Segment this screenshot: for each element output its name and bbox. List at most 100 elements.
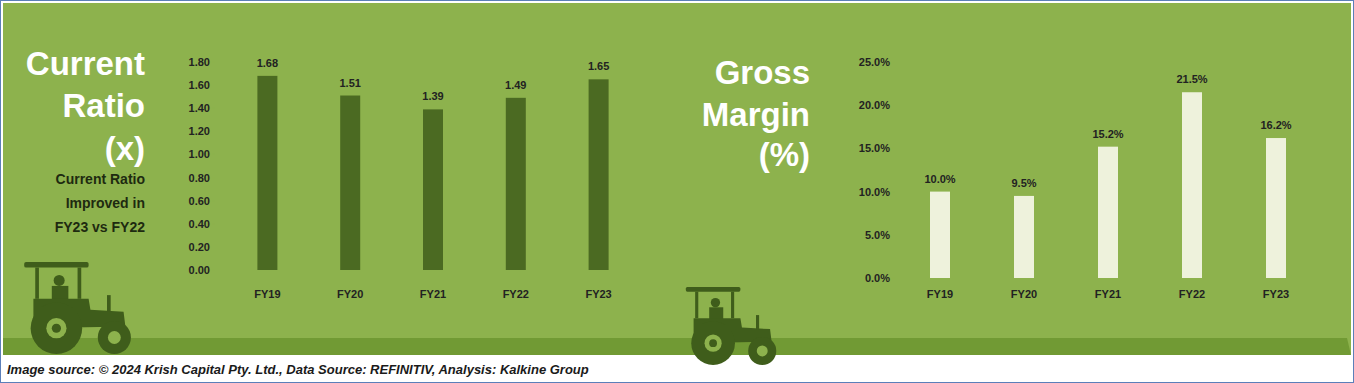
y-tick-label: 15.0% bbox=[859, 142, 890, 154]
data-label: 1.51 bbox=[339, 77, 360, 89]
tractor-roof bbox=[686, 287, 741, 292]
title: (x) bbox=[105, 130, 145, 167]
data-label: 21.5% bbox=[1176, 73, 1207, 85]
data-label: 10.0% bbox=[924, 173, 955, 185]
title: Current bbox=[26, 45, 145, 82]
data-label: 15.2% bbox=[1092, 128, 1123, 140]
y-tick bbox=[212, 131, 215, 132]
y-tick bbox=[212, 85, 215, 86]
chart-image: Current Ratio (x) Current Ratio Improved in F… bbox=[0, 0, 1354, 383]
y-tick-label: 0.00 bbox=[189, 264, 210, 276]
bars bbox=[930, 92, 1286, 278]
ground bbox=[3, 338, 1351, 355]
data-label: 1.39 bbox=[422, 90, 443, 102]
x-tick-label: FY22 bbox=[503, 288, 529, 300]
y-tick bbox=[212, 200, 215, 201]
tractor-driver bbox=[52, 286, 69, 301]
tractor-post bbox=[35, 268, 39, 299]
x-tick-label: FY20 bbox=[1011, 288, 1037, 300]
y-tick bbox=[212, 223, 215, 224]
y-tick bbox=[212, 270, 215, 271]
x-tick-label: FY23 bbox=[585, 288, 611, 300]
bar bbox=[340, 96, 360, 270]
chart: Current Ratio (x) Current Ratio Improved in F… bbox=[26, 45, 612, 300]
x-tick-label: FY23 bbox=[1263, 288, 1289, 300]
y-tick bbox=[892, 234, 895, 235]
bar bbox=[1014, 196, 1034, 278]
title: (%) bbox=[759, 136, 810, 173]
y-tick-label: 25.0% bbox=[859, 56, 890, 68]
y-tick bbox=[212, 62, 215, 63]
y-tick bbox=[892, 278, 895, 279]
y-tick-label: 20.0% bbox=[859, 99, 890, 111]
tractor-driver bbox=[711, 298, 720, 307]
tractor-hub bbox=[709, 339, 717, 347]
y-tick bbox=[892, 191, 895, 192]
tractor-post bbox=[78, 268, 82, 299]
x-tick-label: FY21 bbox=[1095, 288, 1121, 300]
bars bbox=[257, 76, 608, 270]
tractor-hub bbox=[705, 335, 722, 352]
tractor-post bbox=[695, 292, 698, 319]
y-tick bbox=[212, 108, 215, 109]
chart: GrossMargin(%)0.0%5.0%10.0%15.0%20.0%25.… bbox=[702, 54, 1292, 300]
bar bbox=[1182, 92, 1202, 278]
bar bbox=[423, 109, 443, 270]
tractor-wheel bbox=[748, 337, 776, 365]
data-label: 1.68 bbox=[257, 57, 278, 69]
bar bbox=[589, 79, 609, 270]
tractor-driver bbox=[709, 307, 723, 319]
annotation: Current Ratio bbox=[56, 171, 145, 187]
bar bbox=[506, 98, 526, 270]
y-tick-label: 1.00 bbox=[189, 148, 210, 160]
y-tick-label: 0.20 bbox=[189, 241, 210, 253]
data-label: 1.49 bbox=[505, 79, 526, 91]
title: Gross bbox=[715, 54, 810, 91]
y-tick-label: 0.80 bbox=[189, 172, 210, 184]
y-tick-label: 0.0% bbox=[865, 272, 890, 284]
tractor-hub bbox=[757, 346, 768, 357]
bar bbox=[930, 192, 950, 278]
tractor-icon bbox=[24, 262, 131, 354]
x-tick-label: FY19 bbox=[254, 288, 280, 300]
x-tick-label: FY19 bbox=[927, 288, 953, 300]
border bbox=[1, 1, 1354, 383]
tractor-icon bbox=[686, 287, 776, 365]
tractor-wheel bbox=[31, 302, 83, 354]
tractor-exhaust bbox=[756, 315, 759, 329]
y-tick-label: 1.20 bbox=[189, 125, 210, 137]
x-tick-label: FY22 bbox=[1179, 288, 1205, 300]
data-label: 16.2% bbox=[1260, 119, 1291, 131]
bar bbox=[1266, 138, 1286, 278]
data-label: 9.5% bbox=[1011, 177, 1036, 189]
tractor-hub bbox=[46, 318, 66, 338]
y-tick bbox=[892, 105, 895, 106]
x-tick-label: FY21 bbox=[420, 288, 446, 300]
y-tick-label: 0.60 bbox=[189, 195, 210, 207]
tractor-wheel bbox=[98, 321, 131, 354]
y-tick bbox=[212, 177, 215, 178]
tractor-driver bbox=[54, 275, 65, 286]
y-tick-label: 0.40 bbox=[189, 218, 210, 230]
bar bbox=[1098, 147, 1118, 278]
y-tick bbox=[212, 154, 215, 155]
title: Margin bbox=[702, 96, 810, 133]
title: Ratio bbox=[63, 87, 146, 124]
y-tick-label: 10.0% bbox=[859, 186, 890, 198]
data-label: 1.65 bbox=[588, 60, 609, 72]
tractor-hub bbox=[108, 331, 121, 344]
bar bbox=[257, 76, 277, 270]
y-tick-label: 1.60 bbox=[189, 79, 210, 91]
tractor-post bbox=[731, 292, 734, 319]
panel bbox=[3, 3, 1351, 355]
tractor-hub bbox=[52, 324, 61, 333]
annotation: FY23 vs FY22 bbox=[55, 219, 145, 235]
source: Image source: © 2024 Krish Capital Pty. … bbox=[7, 362, 589, 377]
y-tick bbox=[212, 246, 215, 247]
y-tick-label: 1.80 bbox=[189, 56, 210, 68]
annotation: Improved in bbox=[66, 195, 145, 211]
tractor-exhaust bbox=[107, 295, 111, 312]
x-tick-label: FY20 bbox=[337, 288, 363, 300]
y-tick bbox=[892, 148, 895, 149]
background bbox=[0, 0, 1354, 383]
